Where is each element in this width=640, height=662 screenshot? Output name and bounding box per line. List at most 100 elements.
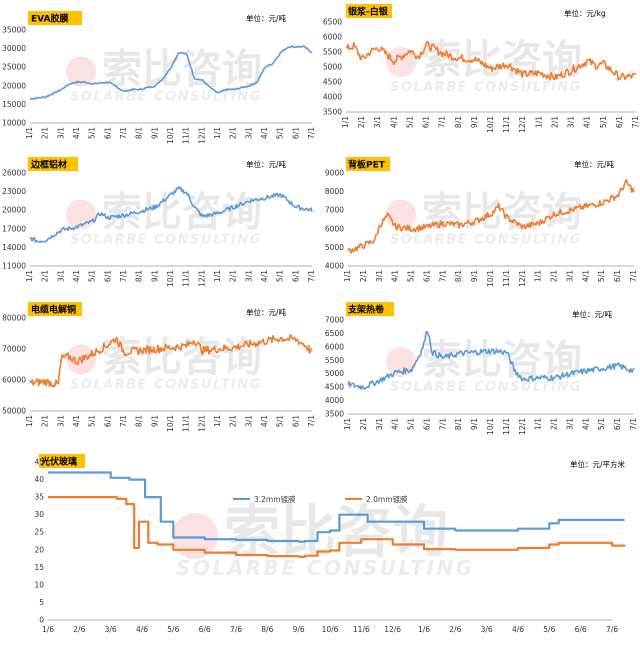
- y-tick-label: 35000: [2, 26, 26, 35]
- x-tick-label: 8/1: [135, 270, 144, 282]
- x-tick-label: 5/6: [167, 625, 179, 634]
- x-tick-label: 2/1: [41, 415, 50, 427]
- x-tick-label: 10/1: [166, 127, 175, 144]
- x-tick-label: 5/1: [597, 270, 606, 282]
- y-tick-label: 25: [34, 528, 44, 537]
- x-tick-label: 6/1: [422, 116, 431, 128]
- x-tick-label: 1/1: [343, 418, 352, 430]
- x-tick-label: 4/1: [391, 418, 400, 430]
- x-tick-label: 8/6: [261, 625, 273, 634]
- x-tick-label: 4/6: [512, 625, 524, 634]
- x-tick-label: 1/1: [213, 127, 222, 139]
- x-tick-label: 2/1: [359, 418, 368, 430]
- chart-title: 背板PET: [348, 159, 386, 171]
- x-tick-label: 2/1: [550, 116, 559, 128]
- x-tick-label: 7/1: [438, 116, 447, 128]
- series-line-ribbon-0: [29, 334, 313, 388]
- x-tick-label: 7/1: [629, 418, 638, 430]
- x-tick-label: 2/1: [359, 270, 368, 282]
- y-tick-label: 70000: [2, 345, 26, 354]
- y-tick-label: 6500: [325, 329, 344, 338]
- unit-prefix: 单位：: [574, 159, 597, 169]
- legend: 3.2mm镀膜 2.0mm镀膜: [233, 494, 408, 504]
- x-tick-label: 5/1: [276, 270, 285, 282]
- watermark-en: SOLARBE CONSULTING: [70, 233, 262, 248]
- x-tick-label: 4/1: [260, 270, 269, 282]
- unit-value: 元/吨: [269, 159, 287, 169]
- x-tick-label: 6/1: [103, 127, 112, 139]
- x-tick-label: 6/1: [422, 270, 431, 282]
- x-tick-label: 1/1: [25, 270, 34, 282]
- series-line-eva-0: [29, 45, 313, 100]
- x-tick-label: 5/1: [599, 116, 608, 128]
- y-tick-label: 4500: [325, 383, 344, 392]
- x-tick-label: 9/1: [150, 127, 159, 139]
- y-tick-label: 4000: [323, 93, 342, 102]
- watermark-cn: 索比咨询: [102, 47, 262, 93]
- y-tick-label: 20000: [2, 81, 26, 90]
- x-tick-label: 5/1: [88, 270, 97, 282]
- x-tick-label: 7/1: [307, 415, 316, 427]
- x-tick-label: 12/1: [197, 415, 206, 432]
- unit-prefix: 单位：: [246, 13, 269, 23]
- watermark-en: SOLARBE CONSULTING: [70, 90, 262, 105]
- x-tick-label: 11/1: [502, 270, 511, 287]
- y-tick-label: 10000: [2, 119, 26, 128]
- x-tick-label: 7/6: [606, 625, 618, 634]
- chart-title: 边框铝材: [30, 159, 67, 171]
- chart-panel-glass: 光伏玻璃 单位：元/平方米 3.2mm镀膜 2.0mm镀膜 索比咨询SOLARB…: [34, 454, 626, 634]
- x-tick-label: 7/1: [438, 270, 447, 282]
- x-tick-label: 3/1: [565, 418, 574, 430]
- watermark-en: SOLARBE CONSULTING: [390, 380, 582, 395]
- x-tick-label: 12/1: [197, 127, 206, 144]
- series-line-glass-1: [48, 496, 626, 558]
- x-tick-label: 10/1: [166, 415, 175, 432]
- x-tick-label: 3/6: [481, 625, 493, 634]
- x-tick-label: 5/1: [88, 415, 97, 427]
- unit-prefix: 单位：: [572, 309, 595, 319]
- x-tick-label: 4/1: [391, 270, 400, 282]
- x-tick-label: 5/1: [407, 270, 416, 282]
- chart-title-bg: [28, 302, 82, 316]
- x-tick-label: 7/1: [631, 116, 640, 128]
- x-tick-label: 6/1: [291, 127, 300, 139]
- y-tick-label: 5000: [323, 63, 342, 72]
- watermark-logo-icon: [386, 347, 416, 377]
- x-tick-label: 4/1: [72, 270, 81, 282]
- y-tick-label: 9000: [325, 169, 344, 178]
- x-tick-label: 6/1: [103, 270, 112, 282]
- x-tick-label: 10/1: [166, 270, 175, 287]
- x-tick-label: 3/1: [244, 127, 253, 139]
- x-tick-label: 11/1: [182, 415, 191, 432]
- x-tick-label: 1/1: [343, 270, 352, 282]
- watermark-logo-icon: [386, 199, 416, 230]
- unit-value: 元/吨: [269, 13, 287, 23]
- x-tick-label: 9/1: [150, 415, 159, 427]
- unit-prefix: 单位：: [246, 307, 269, 317]
- x-tick-label: 6/1: [291, 415, 300, 427]
- x-tick-label: 4/1: [583, 116, 592, 128]
- y-tick-label: 25000: [2, 63, 26, 72]
- watermark-cn: 索比咨询: [102, 190, 262, 236]
- x-tick-label: 1/1: [341, 116, 350, 128]
- series-line-backsheet-0: [347, 178, 635, 254]
- y-tick-label: 17000: [2, 224, 26, 233]
- legend-label-2-0mm: 2.0mm镀膜: [366, 494, 408, 504]
- x-tick-label: 9/1: [470, 270, 479, 282]
- watermark-cn: 索比咨询: [422, 190, 582, 236]
- watermark-logo-icon: [66, 56, 96, 87]
- x-tick-label: 3/1: [56, 127, 65, 139]
- series-line-frame-0: [29, 185, 313, 244]
- unit-prefix: 单位：: [570, 459, 593, 469]
- y-tick-label: 5000: [325, 369, 344, 378]
- x-tick-label: 2/1: [550, 270, 559, 282]
- y-tick-label: 11000: [2, 262, 26, 271]
- unit-value: 元/吨: [595, 309, 613, 319]
